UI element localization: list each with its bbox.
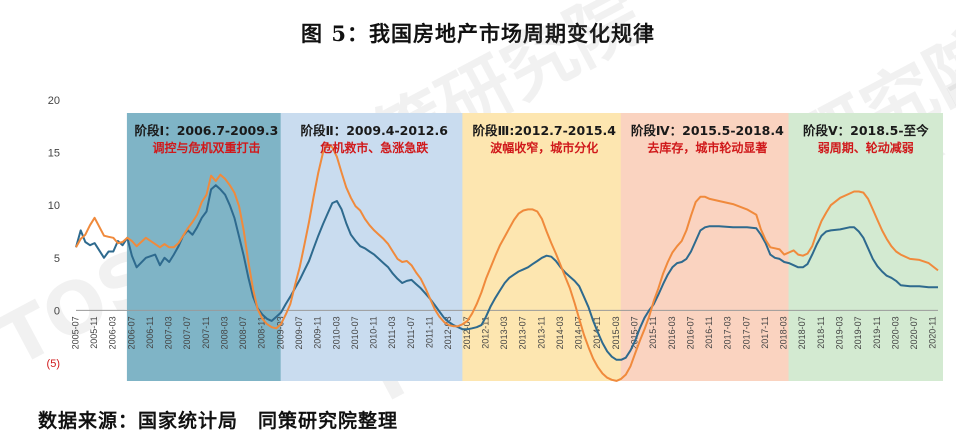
x-tick-label: 2007-11 — [201, 316, 211, 348]
phase-4-band — [620, 113, 794, 381]
y-tick-label: 10 — [48, 200, 60, 212]
phase-1-description: 调控与危机双重打击 — [152, 140, 260, 155]
x-tick-label: 2006-07 — [126, 316, 136, 349]
x-tick-label: 2017-07 — [741, 316, 751, 349]
x-tick-label: 2010-03 — [331, 316, 341, 349]
x-tick-label: 2008-07 — [238, 316, 248, 349]
phase-5-title: 阶段Ⅴ：2018.5-至今 — [803, 123, 929, 138]
x-tick-label: 2019-03 — [835, 316, 845, 349]
x-tick-label: 2009-03 — [275, 316, 285, 349]
x-tick-label: 2012-03 — [443, 316, 453, 349]
x-tick-label: 2019-07 — [853, 316, 863, 349]
x-tick-label: 2005-07 — [70, 316, 80, 349]
x-tick-label: 2018-11 — [816, 316, 826, 348]
phase-5-band — [788, 113, 943, 381]
phase-1-title: 阶段Ⅰ：2006.7-2009.3 — [135, 123, 279, 138]
x-tick-label: 2011-11 — [424, 316, 434, 348]
phase-1-band — [126, 113, 287, 381]
x-tick-label: 2011-03 — [387, 316, 397, 348]
y-tick-label: 20 — [48, 95, 60, 107]
y-tick-label: 5 — [54, 253, 60, 265]
x-tick-label: 2017-11 — [760, 316, 770, 348]
x-tick-label: 2020-07 — [909, 316, 919, 349]
x-tick-label: 2020-03 — [890, 316, 900, 349]
x-tick-label: 2009-07 — [294, 316, 304, 349]
x-tick-label: 2013-11 — [536, 316, 546, 348]
phase-2-title: 阶段Ⅱ：2009.4-2012.6 — [301, 123, 449, 138]
x-tick-label: 2011-07 — [406, 316, 416, 348]
y-tick-label: 0 — [54, 305, 60, 317]
data-source-note: 数据来源：国家统计局 同策研究院整理 — [38, 410, 399, 432]
x-tick-label: 2007-03 — [164, 316, 174, 349]
x-tick-label: 2008-03 — [219, 316, 229, 349]
x-tick-label: 2015-07 — [630, 316, 640, 349]
x-tick-label: 2017-03 — [723, 316, 733, 349]
x-tick-label: 2016-03 — [667, 316, 677, 349]
x-tick-label: 2015-03 — [611, 316, 621, 349]
x-tick-label: 2015-11 — [648, 316, 658, 348]
x-tick-label: 2009-11 — [313, 316, 323, 348]
x-tick-label: 2019-11 — [872, 316, 882, 348]
phase-5-description: 弱周期、轮动减弱 — [818, 140, 914, 155]
x-tick-label: 2007-07 — [182, 316, 192, 349]
x-tick-label: 2016-11 — [704, 316, 714, 348]
phase-4-description: 去库存，城市轮动显著 — [647, 140, 767, 155]
x-tick-label: 2006-11 — [145, 316, 155, 348]
x-tick-label: 2012-07 — [462, 316, 472, 349]
series-2-line — [75, 143, 939, 382]
series-1-line — [75, 184, 938, 361]
phase-4-title: 阶段Ⅳ：2015.5-2018.4 — [631, 123, 784, 138]
phase-3-title: 阶段Ⅲ:2012.7-2015.4 — [473, 123, 617, 138]
x-tick-label: 2014-07 — [574, 316, 584, 349]
x-tick-label: 2010-11 — [369, 316, 379, 348]
x-tick-label: 2006-03 — [108, 316, 118, 349]
y-tick-label: (5) — [47, 358, 60, 370]
x-tick-label: 2020-11 — [928, 316, 938, 348]
x-tick-label: 2016-07 — [685, 316, 695, 349]
x-tick-label: 2010-07 — [350, 316, 360, 349]
x-tick-label: 2013-07 — [518, 316, 528, 349]
x-tick-label: 2013-03 — [499, 316, 509, 349]
x-tick-label: 2018-07 — [797, 316, 807, 349]
x-tick-label: 2008-11 — [257, 316, 267, 348]
phase-2-description: 危机救市、急涨急跌 — [319, 140, 429, 155]
y-tick-label: 15 — [48, 148, 60, 160]
x-tick-label: 2014-03 — [555, 316, 565, 349]
chart-title: 图 5：我国房地产市场周期变化规律 — [301, 21, 655, 46]
x-tick-label: 2005-11 — [89, 316, 99, 348]
x-tick-label: 2018-03 — [779, 316, 789, 349]
phase-3-description: 波幅收窄，城市分化 — [490, 140, 598, 155]
phase-2-band — [280, 113, 468, 381]
x-tick-label: 2012-11 — [480, 316, 490, 348]
